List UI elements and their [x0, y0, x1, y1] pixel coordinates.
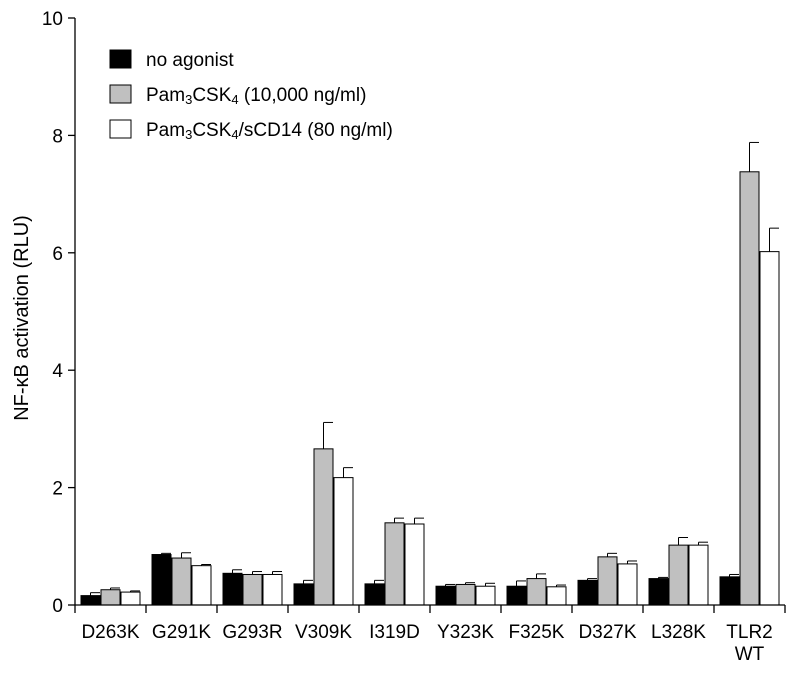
bar: [597, 556, 618, 606]
x-tick-label: D263K: [81, 622, 139, 643]
bar: [739, 171, 760, 606]
bar: [222, 572, 243, 606]
bar: [313, 448, 334, 606]
x-tick-label: V309K: [295, 622, 352, 643]
bar: [80, 595, 101, 606]
x-tick-label: G293R: [222, 622, 282, 643]
x-tick-label: I319D: [369, 622, 420, 643]
bar: [455, 583, 476, 606]
bar: [262, 573, 283, 606]
bar: [191, 565, 212, 606]
bar: [546, 586, 567, 606]
axes-layer: 0 2 4 6 8 10 D263K G291K G293R V309K I319D Y323K F32…: [42, 9, 786, 665]
bar: [577, 579, 598, 606]
bar: [719, 576, 740, 606]
bar: [100, 589, 121, 606]
y-tick-label: 10: [42, 9, 63, 30]
bar: [648, 578, 669, 606]
bar: [333, 477, 354, 606]
x-tick-label: TLR2 WT: [726, 622, 772, 665]
bar: [293, 583, 314, 606]
bar: [242, 573, 263, 606]
legend: no agonist Pam3CSK4 (10,000 ng/ml) Pam3CSK…: [109, 49, 393, 142]
x-tick-label: D327K: [578, 622, 636, 643]
legend-swatch: [109, 84, 132, 104]
y-tick-label: 0: [52, 596, 63, 617]
bar: [171, 557, 192, 606]
bar: [759, 251, 780, 606]
bar: [506, 585, 527, 606]
y-tick-label: 2: [52, 479, 63, 500]
y-tick-label: 6: [52, 244, 63, 265]
bar: [617, 563, 638, 606]
legend-label: Pam3CSK4/sCD14 (80 ng/ml): [146, 120, 393, 142]
x-tick-label: F325K: [509, 622, 565, 643]
bar: [384, 522, 405, 606]
legend-swatch: [109, 49, 132, 69]
bar: [364, 583, 385, 606]
bar: [151, 554, 172, 606]
x-tick-label: L328K: [651, 622, 706, 643]
legend-label: no agonist: [146, 50, 234, 71]
legend-swatch: [109, 119, 132, 139]
bar: [404, 523, 425, 606]
y-tick-label: 8: [52, 126, 63, 147]
bar: [668, 544, 689, 606]
x-tick-label: Y323K: [437, 622, 494, 643]
bars-layer: [80, 141, 780, 606]
y-tick-label: 4: [52, 361, 63, 382]
y-axis-label: NF-κB activation (RLU): [11, 215, 33, 421]
x-tick-label: G291K: [152, 622, 211, 643]
bar: [688, 544, 709, 606]
bar: [526, 578, 547, 606]
bar: [120, 591, 141, 606]
bar: [435, 585, 456, 606]
bar: [475, 585, 496, 606]
legend-label: Pam3CSK4 (10,000 ng/ml): [146, 85, 366, 107]
